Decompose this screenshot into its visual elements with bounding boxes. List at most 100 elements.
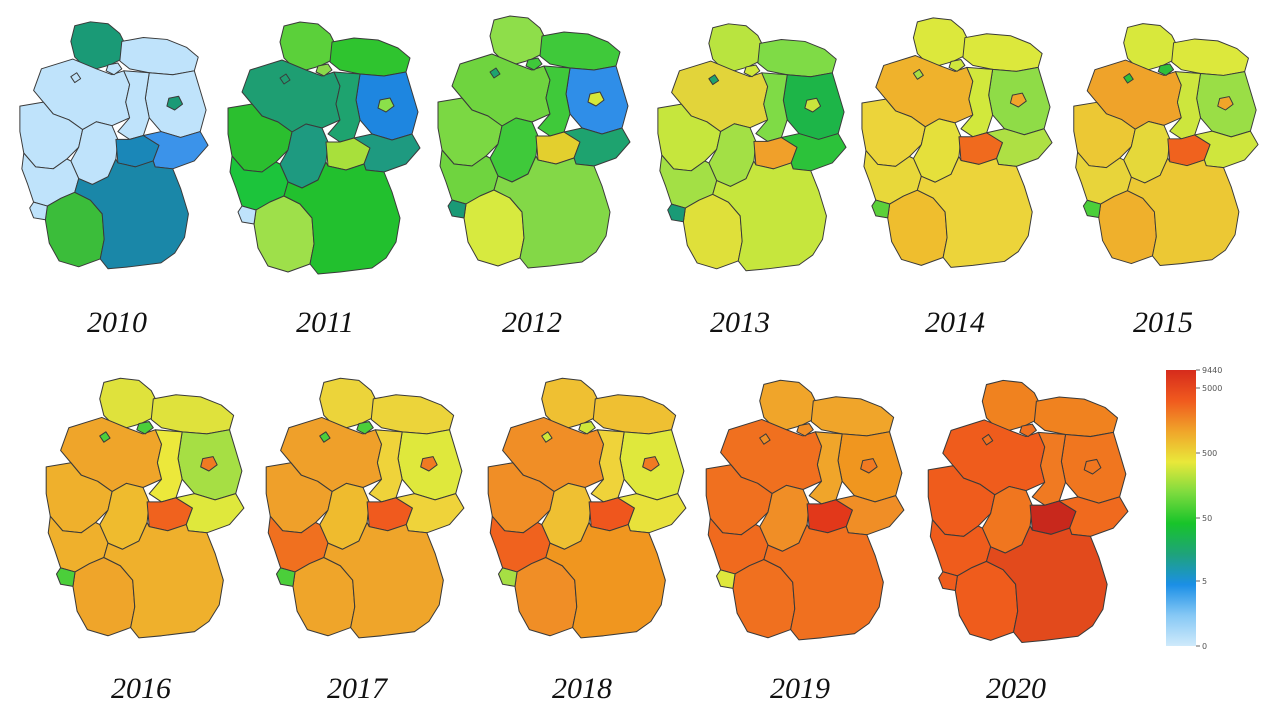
state-nw [437,97,503,167]
state-mv [1171,38,1249,76]
map-panel-2011 [227,21,421,275]
state-be [804,97,822,113]
state-sh [1123,23,1178,71]
state-be [860,458,878,474]
state-hb [912,68,924,80]
state-nw [487,462,555,534]
state-sn [563,127,631,167]
state-be [377,97,395,113]
state-mv [329,37,411,77]
state-mv [592,394,677,435]
map-panel-2014 [861,17,1053,268]
state-mv [539,31,621,71]
state-be [200,456,218,472]
year-label: 2012 [502,306,562,339]
state-by [763,523,884,641]
map-panel-2015 [1073,23,1259,267]
state-nw [265,462,333,534]
state-nw [657,103,722,172]
state-sl [447,199,467,219]
color-bar [1166,370,1196,646]
state-mv [1033,396,1119,438]
map-panel-2017 [265,377,465,639]
color-bar-tick-label: 50 [1202,514,1212,523]
year-label: 2011 [296,306,354,339]
state-sl [29,201,48,221]
map-panel-2018 [487,377,687,639]
state-hh [315,63,333,77]
state-sl [237,205,257,225]
map-panel-2013 [657,23,847,272]
state-sl [715,569,736,589]
state-sh [319,377,378,429]
state-by [1127,157,1240,267]
state-hb [70,72,82,84]
state-sh [99,377,158,429]
state-hh [136,421,154,435]
color-bar-tick-label: 500 [1202,449,1217,458]
state-sn [353,133,421,173]
state-mv [370,394,455,435]
state-sh [70,21,127,70]
state-sh [279,21,337,71]
state-sl [497,567,518,587]
state-sl [871,199,891,219]
state-mv [962,33,1043,72]
state-sl [667,203,686,223]
state-sn [780,133,847,172]
state-be [1009,92,1027,108]
state-be [1083,458,1102,475]
state-hb [541,431,553,443]
state-nw [927,465,996,537]
year-label: 2014 [925,306,985,339]
state-hh [578,421,596,435]
state-mv [757,38,837,78]
state-hh [356,421,374,435]
state-mv [150,394,235,435]
state-hh [105,62,123,76]
state-sn [1194,130,1259,169]
state-hb [981,433,994,446]
state-hh [743,64,761,78]
state-hh [1157,63,1175,76]
state-sh [541,377,600,429]
state-by [712,160,827,272]
state-hh [525,57,543,71]
color-bar-tick-label: 0 [1202,642,1207,651]
state-mv [810,396,895,437]
state-by [916,156,1033,268]
state-hb [489,67,501,79]
state-sh [708,23,765,72]
map-panels: 2010 2011 2012 2013 2014 2015 2016 2017 2018 2019… [19,15,1259,705]
state-by [283,161,401,275]
state-nw [1073,101,1136,169]
year-label: 2020 [986,672,1046,705]
year-label: 2016 [111,672,171,705]
year-label: 2019 [770,672,830,705]
color-bar-tick-label: 9440 [1202,366,1222,375]
state-hb [319,431,331,443]
state-sl [938,571,958,591]
state-mv [119,36,199,76]
state-hh [1019,423,1037,438]
state-be [420,456,438,472]
state-sh [981,379,1042,431]
state-hb [759,433,771,445]
state-hb [99,431,111,443]
state-be [587,91,605,107]
state-sn [835,495,905,536]
state-nw [861,98,926,167]
color-bar-tick-label: 5000 [1202,384,1222,393]
map-panel-2016 [45,377,245,639]
year-label: 2017 [327,672,389,705]
state-sl [55,567,76,587]
state-nw [45,462,113,534]
map-panel-2012 [437,15,631,269]
state-nw [227,103,293,173]
state-sh [912,17,970,66]
state-hb [279,73,291,85]
state-by [985,525,1108,643]
state-be [166,95,184,111]
